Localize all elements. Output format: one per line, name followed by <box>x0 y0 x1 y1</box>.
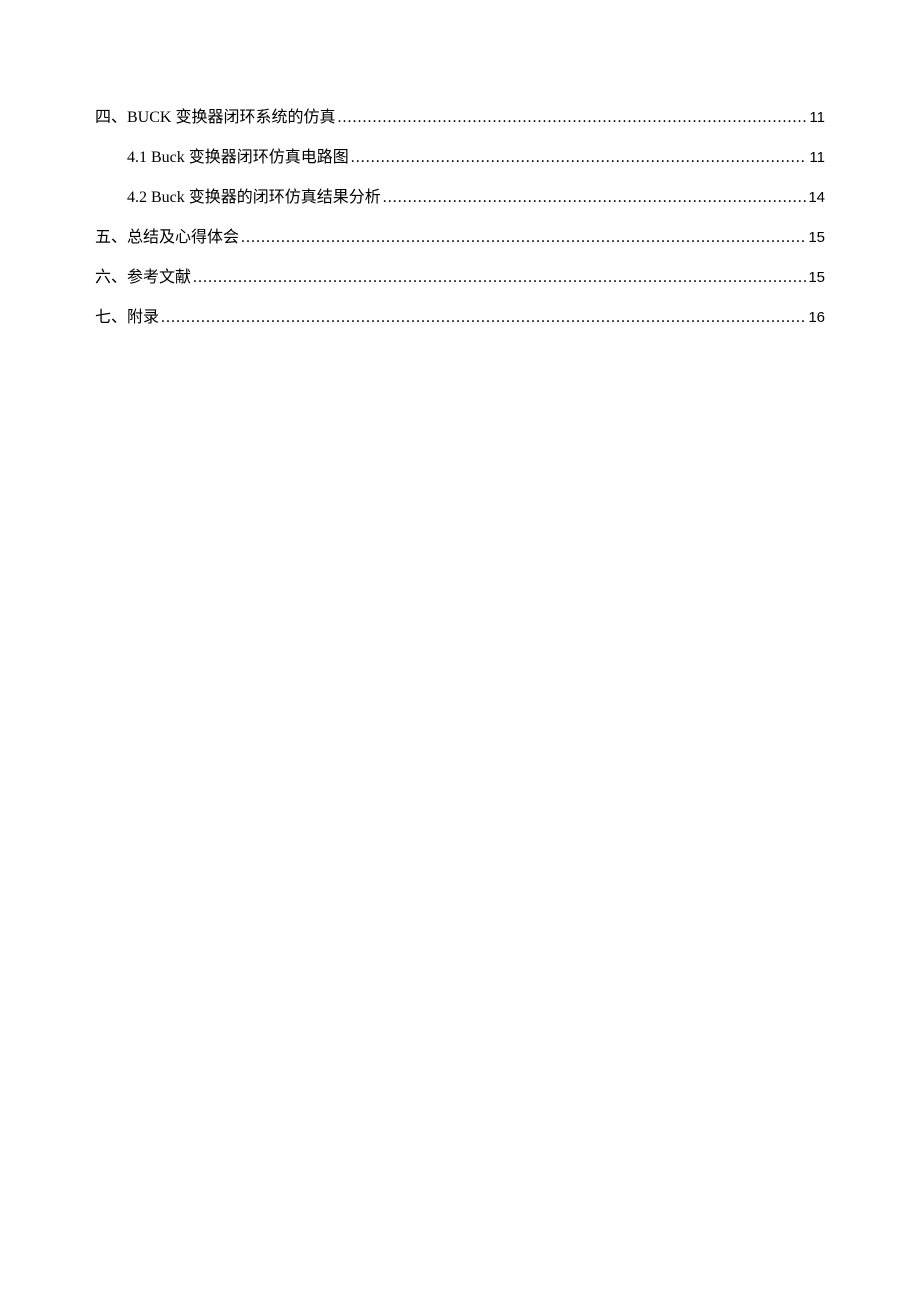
toc-entry: 4.2 Buck 变换器的闭环仿真结果分析 14 <box>95 190 825 206</box>
toc-entry-page: 14 <box>808 190 825 205</box>
toc-entry-page: 15 <box>808 230 825 245</box>
toc-leader-dots <box>383 190 807 206</box>
toc-entry-page: 11 <box>809 110 825 125</box>
toc-leader-dots <box>161 310 806 326</box>
toc-leader-dots <box>351 150 808 166</box>
document-page: 四、BUCK 变换器闭环系统的仿真 11 4.1 Buck 变换器闭环仿真电路图… <box>0 0 920 1302</box>
toc-entry-title: 四、BUCK 变换器闭环系统的仿真 <box>95 110 335 126</box>
toc-entry-title: 七、附录 <box>95 310 159 326</box>
toc-entry-title: 4.2 Buck 变换器的闭环仿真结果分析 <box>127 190 381 206</box>
toc-entry-title: 五、总结及心得体会 <box>95 230 239 246</box>
toc-leader-dots <box>337 110 807 126</box>
toc-leader-dots <box>193 270 806 286</box>
toc-entry: 4.1 Buck 变换器闭环仿真电路图 11 <box>95 150 825 166</box>
toc-entry: 五、总结及心得体会 15 <box>95 230 825 246</box>
toc-entry-page: 16 <box>808 310 825 325</box>
toc-leader-dots <box>241 230 806 246</box>
toc-entry-title: 六、参考文献 <box>95 270 191 286</box>
toc-entry: 七、附录 16 <box>95 310 825 326</box>
toc-entry: 四、BUCK 变换器闭环系统的仿真 11 <box>95 110 825 126</box>
toc-entry-page: 15 <box>808 270 825 285</box>
toc-entry-title: 4.1 Buck 变换器闭环仿真电路图 <box>127 150 349 166</box>
toc-entry: 六、参考文献 15 <box>95 270 825 286</box>
toc-entry-page: 11 <box>809 150 825 165</box>
